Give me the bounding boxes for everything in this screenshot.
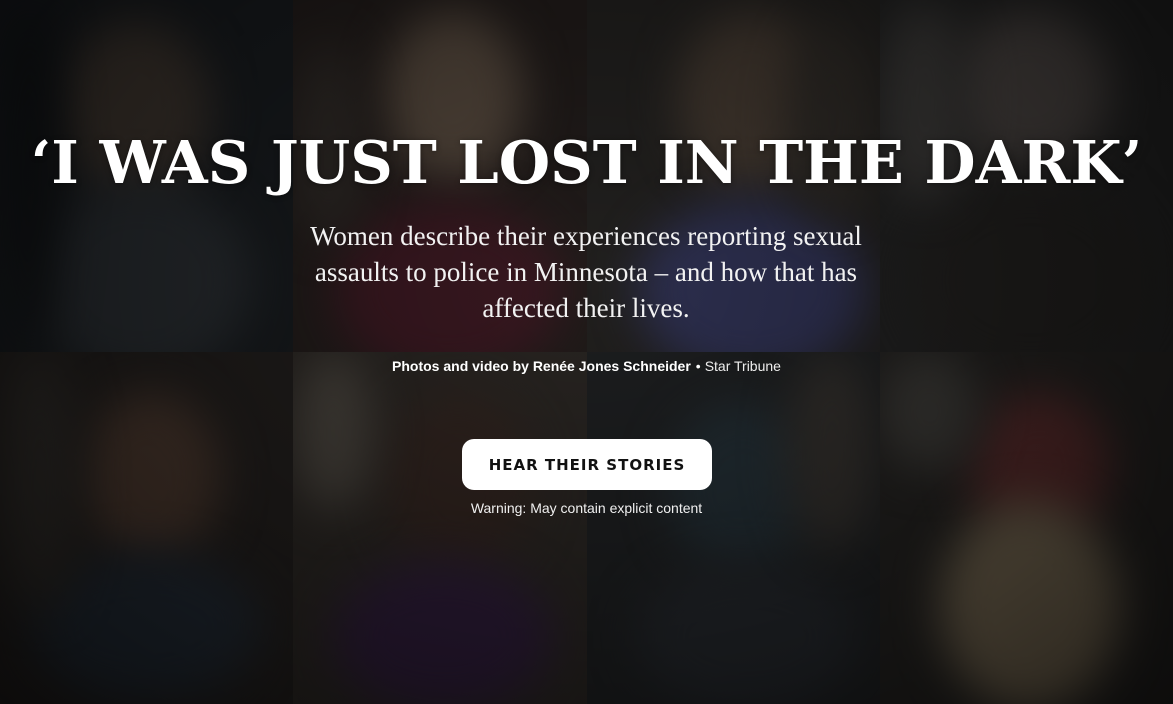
headline: ‘I WAS JUST LOST IN THE DARK’ (30, 128, 1143, 197)
credit-outlet: Star Tribune (704, 358, 781, 374)
hear-their-stories-button[interactable]: HEAR THEIR STORIES (462, 439, 712, 490)
subheadline: Women describe their experiences reporti… (310, 221, 862, 323)
photo-credit: Photos and video by Renée Jones Schneide… (0, 356, 1173, 376)
content-warning: Warning: May contain explicit content (470, 500, 703, 516)
credit-separator: • (695, 358, 701, 374)
credit-author: Photos and video by Renée Jones Schneide… (392, 358, 691, 374)
